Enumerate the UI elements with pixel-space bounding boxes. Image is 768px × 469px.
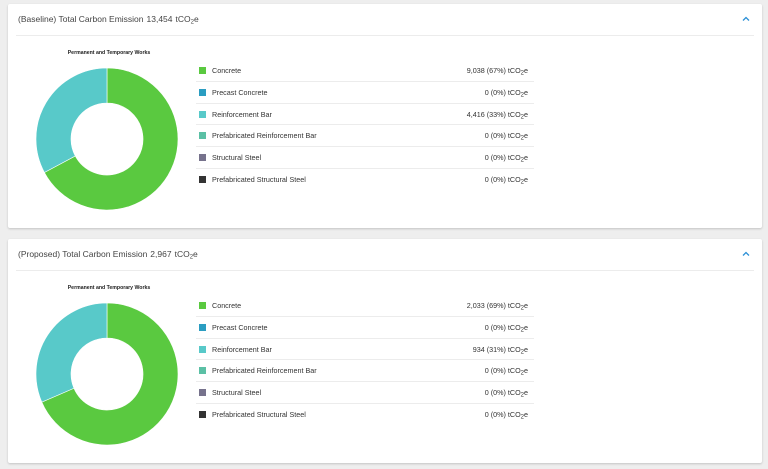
proposed-panel: (Proposed) Total Carbon Emission 2,967 tCO… — [8, 239, 762, 463]
legend-row[interactable]: Prefabricated Structural Steel 0 (0%) tCO2… — [196, 404, 534, 426]
donut-slice-reinforcement-bar[interactable] — [36, 68, 108, 173]
chevron-up-icon[interactable] — [738, 11, 754, 27]
panel-total: 13,454 — [146, 14, 173, 24]
legend-swatch — [199, 389, 206, 397]
legend-label: Prefabricated Reinforcement Bar — [212, 131, 317, 141]
legend-row[interactable]: Concrete 2,033 (69%) tCO2e — [196, 295, 534, 317]
donut-slice-reinforcement-bar[interactable] — [36, 303, 108, 403]
legend-swatch — [199, 175, 206, 183]
legend-value: 934 (31%) tCO2e — [473, 345, 528, 356]
legend-unit: tCO2e — [507, 131, 528, 142]
legend-value: 9,038 (67%) tCO2e — [467, 66, 528, 77]
legend-value: 4,416 (33%) tCO2e — [467, 110, 528, 121]
legend-amount: 0 (0%) — [484, 409, 506, 419]
legend-value: 0 (0%) tCO2e — [485, 153, 528, 164]
donut-slice-concrete[interactable] — [43, 68, 178, 210]
legend-value: 0 (0%) tCO2e — [485, 175, 528, 186]
legend-unit: tCO2e — [507, 344, 528, 356]
legend-amount: 934 (31%) — [472, 344, 506, 354]
legend-label: Concrete — [212, 301, 242, 310]
legend-swatch — [199, 345, 206, 353]
legend-row[interactable]: Reinforcement Bar 4,416 (33%) tCO2e — [196, 104, 534, 126]
legend-swatch — [199, 132, 206, 140]
panel-total: 2,967 — [150, 249, 172, 259]
donut-chart — [36, 303, 178, 445]
legend-unit: tCO2e — [507, 388, 528, 399]
legend-value: 0 (0%) tCO2e — [485, 388, 528, 399]
legend-row[interactable]: Precast Concrete 0 (0%) tCO2e — [196, 317, 534, 339]
legend-amount: 0 (0%) — [484, 388, 506, 398]
legend-row[interactable]: Reinforcement Bar 934 (31%) tCO2e — [196, 339, 534, 361]
legend-label: Structural Steel — [212, 153, 262, 163]
chart-title: Permanent and Temporary Works — [67, 50, 151, 56]
panel-header[interactable]: (Baseline) Total Carbon Emission 13,454 tC… — [16, 4, 754, 36]
legend-value: 0 (0%) tCO2e — [485, 366, 528, 377]
legend-value: 0 (0%) tCO2e — [485, 410, 528, 421]
legend-amount: 0 (0%) — [484, 153, 506, 163]
legend-unit: tCO2e — [507, 153, 528, 164]
legend-label: Precast Concrete — [212, 87, 268, 97]
legend-label: Structural Steel — [212, 388, 262, 398]
panel-title: (Baseline) Total Carbon Emission 13,454 tC… — [18, 14, 199, 26]
legend-swatch — [199, 88, 206, 96]
panel-unit: tCO2e — [174, 249, 198, 261]
legend-row[interactable]: Prefabricated Structural Steel 0 (0%) tCO2… — [196, 169, 534, 191]
legend-amount: 0 (0%) — [484, 366, 506, 376]
legend-swatch — [199, 154, 206, 162]
legend-unit: tCO2e — [507, 301, 528, 312]
legend-label: Precast Concrete — [212, 322, 268, 332]
legend-row[interactable]: Prefabricated Reinforcement Bar 0 (0%) tCO… — [196, 360, 534, 383]
legend-unit: tCO2e — [507, 66, 528, 77]
legend-label: Concrete — [212, 66, 242, 75]
chevron-up-icon[interactable] — [738, 246, 754, 262]
legend-swatch — [199, 367, 206, 375]
legend-unit: tCO2e — [507, 322, 528, 334]
legend-row[interactable]: Concrete 9,038 (67%) tCO2e — [196, 60, 534, 82]
legend-row[interactable]: Precast Concrete 0 (0%) tCO2e — [196, 82, 534, 104]
legend-label: Reinforcement Bar — [212, 109, 272, 119]
panel-unit: tCO2e — [175, 14, 199, 26]
legend-amount: 4,416 (33%) — [466, 109, 506, 119]
legend-label: Prefabricated Structural Steel — [212, 174, 306, 184]
legend-amount: 0 (0%) — [484, 131, 506, 141]
legend: Concrete 2,033 (69%) tCO2e Precast Concrete… — [196, 295, 534, 426]
legend-value: 0 (0%) tCO2e — [485, 88, 528, 99]
legend-label: Prefabricated Reinforcement Bar — [212, 366, 317, 376]
legend-row[interactable]: Structural Steel 0 (0%) tCO2e — [196, 382, 534, 404]
legend-unit: tCO2e — [507, 366, 528, 377]
panel-title: (Proposed) Total Carbon Emission 2,967 tCO… — [18, 249, 198, 261]
legend-label: Prefabricated Structural Steel — [212, 409, 306, 419]
legend-row[interactable]: Prefabricated Reinforcement Bar 0 (0%) tCO… — [196, 125, 534, 148]
legend-amount: 9,038 (67%) — [466, 66, 506, 75]
legend-value: 0 (0%) tCO2e — [485, 323, 528, 334]
legend-amount: 0 (0%) — [484, 87, 506, 97]
panel-title-prefix: (Baseline) Total Carbon Emission — [18, 14, 144, 24]
legend-row[interactable]: Structural Steel 0 (0%) tCO2e — [196, 147, 534, 169]
legend-swatch — [199, 67, 206, 74]
legend-value: 2,033 (69%) tCO2e — [467, 301, 528, 312]
legend-amount: 0 (0%) — [484, 322, 506, 332]
legend-swatch — [199, 302, 206, 309]
legend-unit: tCO2e — [507, 174, 528, 186]
legend-swatch — [199, 110, 206, 118]
legend-unit: tCO2e — [507, 109, 528, 121]
legend: Concrete 9,038 (67%) tCO2e Precast Concrete… — [196, 60, 534, 191]
donut-slice-concrete[interactable] — [41, 303, 178, 445]
chart-title: Permanent and Temporary Works — [67, 285, 151, 291]
legend-unit: tCO2e — [507, 87, 528, 99]
legend-value: 0 (0%) tCO2e — [485, 131, 528, 142]
panel-header[interactable]: (Proposed) Total Carbon Emission 2,967 tCO… — [16, 239, 754, 271]
legend-label: Reinforcement Bar — [212, 344, 272, 354]
legend-unit: tCO2e — [507, 409, 528, 421]
legend-swatch — [199, 323, 206, 331]
legend-swatch — [199, 410, 206, 418]
legend-amount: 2,033 (69%) — [466, 301, 506, 310]
legend-amount: 0 (0%) — [484, 174, 506, 184]
baseline-panel: (Baseline) Total Carbon Emission 13,454 tC… — [8, 4, 762, 228]
panel-title-prefix: (Proposed) Total Carbon Emission — [18, 249, 148, 259]
donut-chart — [36, 68, 178, 210]
